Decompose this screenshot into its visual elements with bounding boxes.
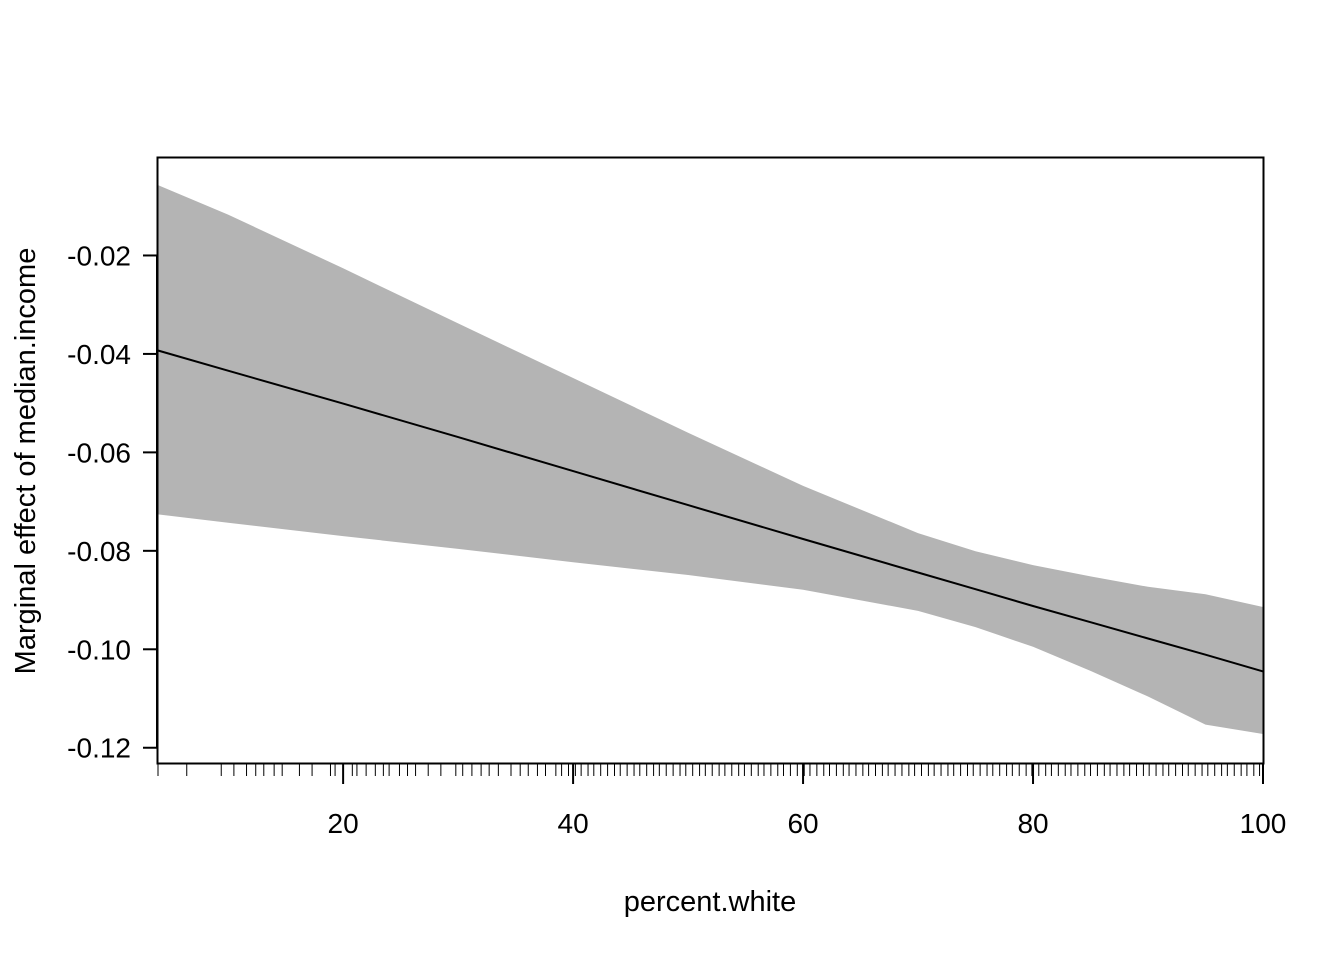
x-axis-title: percent.white bbox=[624, 886, 797, 918]
x-tick-label: 40 bbox=[558, 808, 589, 839]
confidence-band bbox=[158, 185, 1263, 735]
effect-line-layer bbox=[157, 349, 1264, 673]
y-tick-label: -0.04 bbox=[67, 339, 131, 370]
y-axis: -0.02 -0.04 -0.06 -0.08 -0.10 -0.12 bbox=[67, 240, 158, 764]
x-axis: 20 40 60 80 100 bbox=[328, 763, 1287, 839]
rug-plot bbox=[157, 763, 1264, 776]
y-tick-label: -0.10 bbox=[67, 634, 131, 665]
y-axis-title: Marginal effect of median.income bbox=[10, 248, 42, 675]
y-tick-label: -0.08 bbox=[67, 536, 131, 567]
y-tick-label: -0.12 bbox=[67, 733, 131, 764]
x-tick-label: 100 bbox=[1240, 808, 1287, 839]
x-tick-label: 60 bbox=[787, 808, 818, 839]
confidence-band-layer bbox=[158, 185, 1263, 735]
y-tick-label: -0.06 bbox=[67, 437, 131, 468]
effect-line-0 bbox=[157, 349, 1264, 673]
x-tick-label: 80 bbox=[1017, 808, 1048, 839]
y-tick-label: -0.02 bbox=[67, 240, 131, 271]
x-tick-label: 20 bbox=[328, 808, 359, 839]
